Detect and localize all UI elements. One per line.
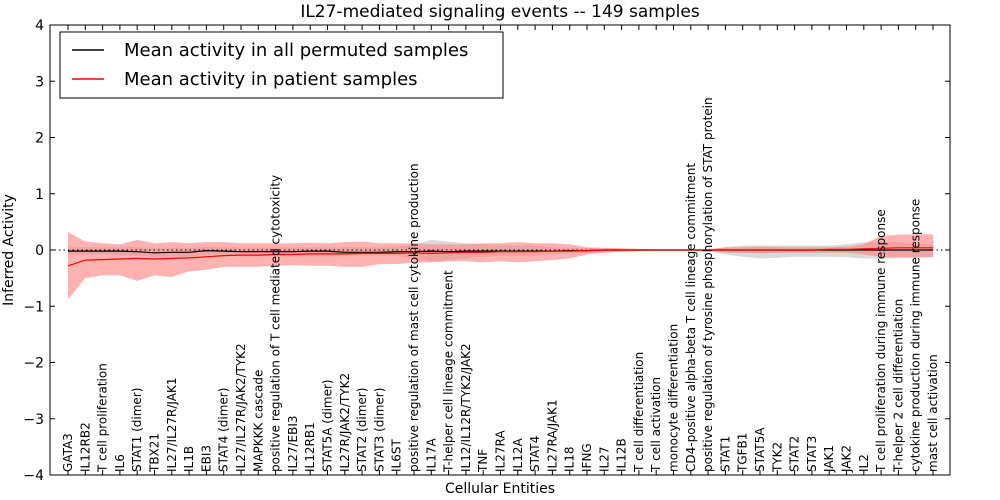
category-label: STAT1 [718, 436, 732, 472]
chart-title: IL27-mediated signaling events -- 149 sa… [300, 2, 700, 22]
legend-box [59, 31, 504, 99]
category-label: STAT5A (dimer) [321, 379, 335, 472]
category-label: STAT3 (dimer) [372, 388, 386, 472]
category-label: STAT2 (dimer) [355, 388, 369, 472]
category-label: GATA3 [61, 433, 75, 472]
legend-entry-1: Mean activity in patient samples [124, 69, 418, 90]
plot-area: −4 −3 −2 −1 0 1 2 3 4 GATA3 IL12RB2 T cell prolifer… [23, 18, 951, 484]
category-label: IL27/IL27R/JAK2/TYK2 [234, 343, 248, 472]
y-tick-label: 4 [35, 18, 44, 34]
category-label: cytokine production during immune respon… [909, 199, 923, 472]
category-label: IL27/EBI3 [286, 415, 300, 472]
legend: Mean activity in all permuted samples Mea… [59, 31, 504, 99]
y-tick-label: 3 [35, 74, 44, 90]
category-label: IL6 [113, 454, 127, 472]
category-label: IL12RB1 [303, 422, 317, 472]
series-line-1 [67, 247, 933, 267]
category-label: IL18 [563, 447, 577, 473]
category-label: IL27R/JAK2/TYK2 [338, 373, 352, 472]
category-label: mast cell activation [926, 354, 940, 472]
category-label: CD4-positive alpha-beta T cell lineage c… [684, 163, 698, 472]
category-label: IL1B [182, 446, 196, 472]
category-label: IL12A [511, 438, 525, 472]
category-label: TGFB1 [736, 433, 750, 473]
category-label: IL12B [615, 438, 629, 472]
category-label: monocyte differentiation [667, 324, 681, 472]
category-label: STAT5A [753, 427, 767, 472]
category-label: IL12/IL12R/TYK2/JAK2 [459, 343, 473, 472]
category-label: IL2 [857, 454, 871, 472]
category-label: IL27RA/JAK1 [545, 399, 559, 472]
category-label: JAK1 [822, 445, 836, 473]
category-label: STAT3 [805, 436, 819, 472]
category-label: EBI3 [199, 445, 213, 472]
category-label: MAPKKK cascade [251, 370, 265, 472]
category-label: IL12RB2 [78, 422, 92, 472]
y-axis-label: Inferred Activity [1, 194, 17, 306]
y-tick-label: 2 [35, 131, 44, 147]
y-tick-label: −4 [23, 468, 44, 484]
category-label: STAT1 (dimer) [130, 388, 144, 472]
category-label: T-helper cell lineage commitment [442, 270, 456, 473]
y-tick-label: 0 [35, 243, 44, 259]
category-label: positive regulation of T cell mediated c… [269, 175, 283, 472]
category-label: IL27RA [494, 430, 508, 472]
category-label: STAT4 [528, 436, 542, 472]
category-label: IL17A [424, 438, 438, 472]
category-label: IL27 [597, 447, 611, 473]
y-tick-label: −2 [23, 356, 44, 372]
category-label: T cell activation [649, 377, 663, 473]
category-label: TYK2 [770, 442, 784, 473]
category-label: T-helper 2 cell differentiation [891, 299, 905, 473]
category-label: IL27/IL27R/JAK1 [165, 378, 179, 472]
category-label: TNF [476, 449, 490, 473]
band-1 [68, 232, 933, 300]
category-label: STAT4 (dimer) [217, 388, 231, 472]
category-label: positive regulation of tyrosine phosphor… [701, 97, 715, 472]
y-tick-label: −1 [23, 299, 44, 315]
category-label: STAT2 [788, 436, 802, 472]
category-label: positive regulation of mast cell cytokin… [407, 163, 421, 472]
x-axis-label: Cellular Entities [445, 481, 555, 497]
y-tick-label: 1 [35, 187, 44, 203]
category-label: IFNG [580, 443, 594, 472]
category-label: TBX21 [148, 433, 162, 473]
category-label: JAK2 [840, 445, 854, 473]
legend-entry-0: Mean activity in all permuted samples [124, 40, 468, 61]
category-label: T cell proliferation [96, 363, 110, 473]
category-label: IL6ST [390, 439, 404, 472]
category-label: T cell proliferation during immune respo… [874, 209, 888, 473]
category-label: T cell differentiation [632, 352, 646, 473]
y-tick-label: −3 [23, 412, 44, 428]
